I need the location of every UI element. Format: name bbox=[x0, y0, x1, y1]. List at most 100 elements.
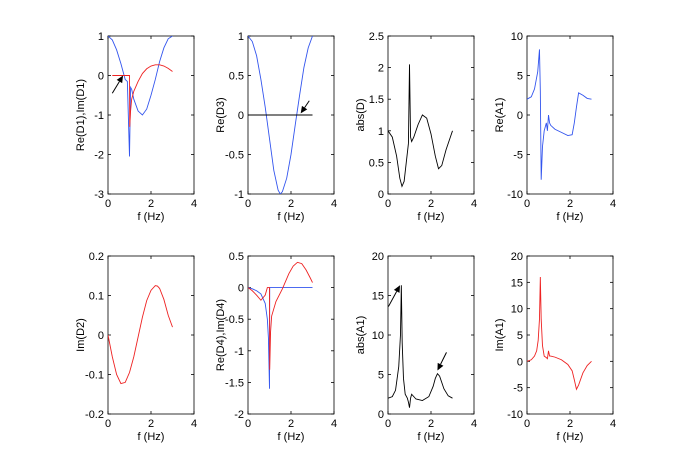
x-tick-label: 4 bbox=[331, 198, 337, 210]
series-line-re-d4- bbox=[248, 287, 313, 389]
x-tick-label: 0 bbox=[105, 418, 111, 430]
chart-panel-3: 0 2 4 0 0.5 1 1.5 2 2.5 f (Hz) abs(D) bbox=[355, 31, 477, 223]
y-tick-label: 0 bbox=[238, 283, 244, 295]
y-tick-label: 20 bbox=[511, 251, 523, 263]
axes-box bbox=[247, 255, 335, 415]
y-tick-label: -1 bbox=[234, 189, 244, 201]
x-axis-label: f (Hz) bbox=[557, 211, 584, 223]
y-tick-label: 0 bbox=[517, 110, 523, 122]
x-tick-label: 0 bbox=[524, 198, 530, 210]
y-tick-label: 0.5 bbox=[229, 251, 244, 263]
y-tick-label: 20 bbox=[372, 251, 384, 263]
annotation-arrow bbox=[111, 75, 124, 94]
x-tick-label: 0 bbox=[385, 418, 391, 430]
y-tick-label: 1 bbox=[378, 126, 384, 138]
x-axis-label: f (Hz) bbox=[557, 431, 584, 443]
y-axis-label: abs(D) bbox=[355, 98, 367, 131]
y-tick-label: -2 bbox=[94, 150, 104, 162]
x-tick-label: 0 bbox=[245, 198, 251, 210]
y-tick-label: 15 bbox=[511, 277, 523, 289]
y-tick-label: 15 bbox=[372, 291, 384, 303]
y-tick-label: -1 bbox=[94, 110, 104, 122]
y-tick-label: 10 bbox=[372, 330, 384, 342]
x-tick-label: 2 bbox=[428, 418, 434, 430]
series-line-im-d1- bbox=[112, 64, 173, 127]
annotation-arrow bbox=[300, 100, 310, 114]
y-tick-label: -0.5 bbox=[225, 150, 244, 162]
series-line-im-d2- bbox=[108, 285, 173, 385]
y-tick-label: -3 bbox=[94, 189, 104, 201]
y-tick-label: -1.5 bbox=[225, 377, 244, 389]
x-tick-label: 2 bbox=[428, 198, 434, 210]
series-line-re-d3- bbox=[248, 36, 313, 194]
axes-box bbox=[107, 255, 195, 415]
x-tick-label: 2 bbox=[567, 418, 573, 430]
y-tick-label: 5 bbox=[378, 370, 384, 382]
x-axis-label: f (Hz) bbox=[418, 431, 445, 443]
y-tick-label: 0 bbox=[98, 330, 104, 342]
y-tick-label: 0.1 bbox=[89, 291, 104, 303]
y-tick-label: -0.1 bbox=[85, 370, 104, 382]
x-tick-label: 2 bbox=[567, 198, 573, 210]
x-tick-label: 2 bbox=[148, 198, 154, 210]
y-tick-label: 0 bbox=[378, 189, 384, 201]
y-tick-label: 5 bbox=[517, 71, 523, 83]
series-line-im-a1- bbox=[527, 277, 592, 391]
x-axis-label: f (Hz) bbox=[278, 431, 305, 443]
y-axis-label: Re(A1) bbox=[494, 98, 506, 133]
series-line-abs-a1- bbox=[388, 285, 453, 408]
y-tick-label: 1.5 bbox=[369, 94, 384, 106]
y-tick-label: -10 bbox=[507, 409, 523, 421]
series-line-re-a1- bbox=[527, 49, 592, 180]
series-line-im-d4- bbox=[248, 261, 313, 370]
y-axis-label: Im(D2) bbox=[75, 318, 87, 352]
axes-box bbox=[387, 35, 475, 195]
y-axis-label: abs(A1) bbox=[355, 316, 367, 355]
y-tick-label: 0 bbox=[238, 110, 244, 122]
y-axis-label: Re(D4),Im(D4) bbox=[215, 299, 227, 371]
x-tick-label: 0 bbox=[524, 418, 530, 430]
y-tick-label: -5 bbox=[513, 150, 523, 162]
y-tick-label: -5 bbox=[513, 383, 523, 395]
y-tick-label: -0.5 bbox=[225, 314, 244, 326]
x-tick-label: 4 bbox=[610, 418, 616, 430]
x-tick-label: 2 bbox=[288, 198, 294, 210]
x-axis-label: f (Hz) bbox=[278, 211, 305, 223]
x-tick-label: 4 bbox=[191, 418, 197, 430]
y-tick-label: 0.5 bbox=[369, 157, 384, 169]
chart-panel-4: 0 2 4 -10 -5 0 5 10 f (Hz) Re(A1) bbox=[494, 31, 616, 223]
y-axis-label: Re(D1),Im(D1) bbox=[75, 79, 87, 151]
y-tick-label: 10 bbox=[511, 31, 523, 43]
annotation-arrow bbox=[387, 285, 401, 307]
x-tick-label: 4 bbox=[331, 418, 337, 430]
chart-panel-5: 0 2 4 -0.2 -0.1 0 0.1 0.2 f (Hz) Im(D2) bbox=[75, 251, 197, 443]
chart-panel-7: 0 2 4 0 5 10 15 20 f (Hz) abs(A1) bbox=[355, 251, 477, 443]
x-tick-label: 0 bbox=[245, 418, 251, 430]
y-axis-label: Re(D3) bbox=[215, 97, 227, 132]
y-tick-label: 1 bbox=[98, 31, 104, 43]
x-tick-label: 4 bbox=[191, 198, 197, 210]
chart-panel-2: 0 2 4 -1 -0.5 0 0.5 1 f (Hz) Re(D3) bbox=[215, 31, 337, 223]
x-tick-label: 4 bbox=[471, 198, 477, 210]
series-line-abs-d- bbox=[388, 64, 453, 188]
x-tick-label: 0 bbox=[385, 198, 391, 210]
x-axis-label: f (Hz) bbox=[418, 211, 445, 223]
y-tick-label: 10 bbox=[511, 304, 523, 316]
x-tick-label: 2 bbox=[148, 418, 154, 430]
chart-panel-6: 0 2 4 -2 -1.5 -1 -0.5 0 0.5 f (Hz) Re(D4),Im(D4) bbox=[215, 251, 337, 443]
x-tick-label: 4 bbox=[610, 198, 616, 210]
y-tick-label: 0 bbox=[517, 356, 523, 368]
y-tick-label: 0.5 bbox=[229, 71, 244, 83]
axes-box bbox=[107, 35, 195, 195]
annotation-arrow bbox=[437, 352, 447, 371]
x-tick-label: 4 bbox=[471, 418, 477, 430]
y-tick-label: 2 bbox=[378, 63, 384, 75]
y-tick-label: 5 bbox=[517, 330, 523, 342]
y-tick-label: -1 bbox=[234, 346, 244, 358]
y-axis-label: Im(A1) bbox=[494, 319, 506, 352]
x-axis-label: f (Hz) bbox=[138, 211, 165, 223]
y-tick-label: -2 bbox=[234, 409, 244, 421]
x-tick-label: 2 bbox=[288, 418, 294, 430]
y-tick-label: -10 bbox=[507, 189, 523, 201]
